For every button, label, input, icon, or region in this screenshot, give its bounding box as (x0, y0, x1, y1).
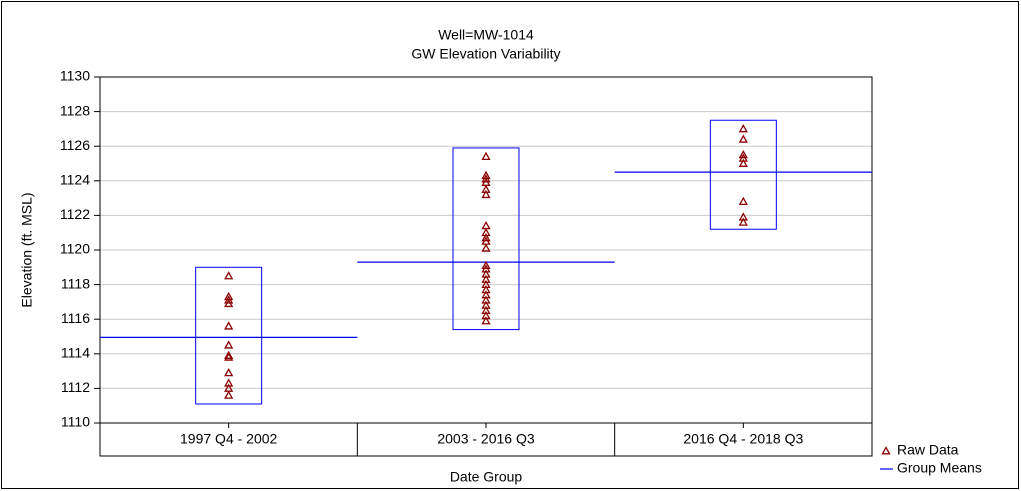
legend-label: Group Means (897, 460, 982, 476)
y-tick-label: 1112 (61, 379, 90, 395)
raw-point (224, 390, 234, 399)
raw-point (481, 151, 491, 161)
y-tick-label: 1122 (60, 206, 90, 222)
range-box (195, 266, 263, 405)
x-tick-label: 2016 Q4 - 2018 Q3 (683, 431, 803, 447)
y-tick-label: 1124 (60, 172, 90, 188)
x-tick-label: 2003 - 2016 Q3 (437, 431, 535, 447)
y-tick-label: 1110 (61, 414, 90, 430)
raw-point (224, 295, 234, 304)
raw-point (224, 321, 234, 330)
y-tick-label: 1116 (61, 310, 90, 326)
raw-point (481, 260, 491, 270)
range-box (452, 147, 520, 331)
raw-point (224, 271, 234, 280)
chart-title: Well=MW-1014 (438, 27, 534, 43)
y-tick-label: 1120 (60, 241, 90, 257)
raw-point (738, 150, 748, 159)
raw-point (481, 189, 491, 199)
legend-symbol (881, 446, 891, 455)
raw-point (224, 367, 234, 377)
raw-point (224, 352, 234, 361)
x-axis-label: Date Group (450, 469, 523, 485)
y-tick-label: 1130 (60, 68, 90, 84)
raw-point (224, 340, 234, 349)
raw-point (738, 134, 748, 143)
x-tick-label: 1997 Q4 - 2002 (180, 431, 278, 447)
y-tick-label: 1114 (61, 345, 90, 361)
raw-point (481, 316, 491, 325)
raw-point (224, 298, 234, 308)
raw-point (738, 124, 748, 133)
y-tick-label: 1126 (60, 137, 90, 153)
raw-point (738, 217, 748, 226)
range-box (709, 119, 777, 230)
raw-point (738, 196, 748, 206)
raw-point (481, 233, 491, 242)
raw-point (481, 243, 491, 252)
chart-subtitle: GW Elevation Variability (411, 46, 560, 62)
legend-label: Raw Data (897, 442, 959, 458)
raw-point (738, 158, 748, 167)
raw-point (481, 174, 491, 183)
y-tick-label: 1128 (60, 102, 90, 118)
category-strip (99, 422, 873, 457)
y-axis-label: Elevation (ft. MSL) (19, 192, 35, 307)
raw-point (224, 350, 234, 359)
y-tick-label: 1118 (61, 275, 90, 291)
